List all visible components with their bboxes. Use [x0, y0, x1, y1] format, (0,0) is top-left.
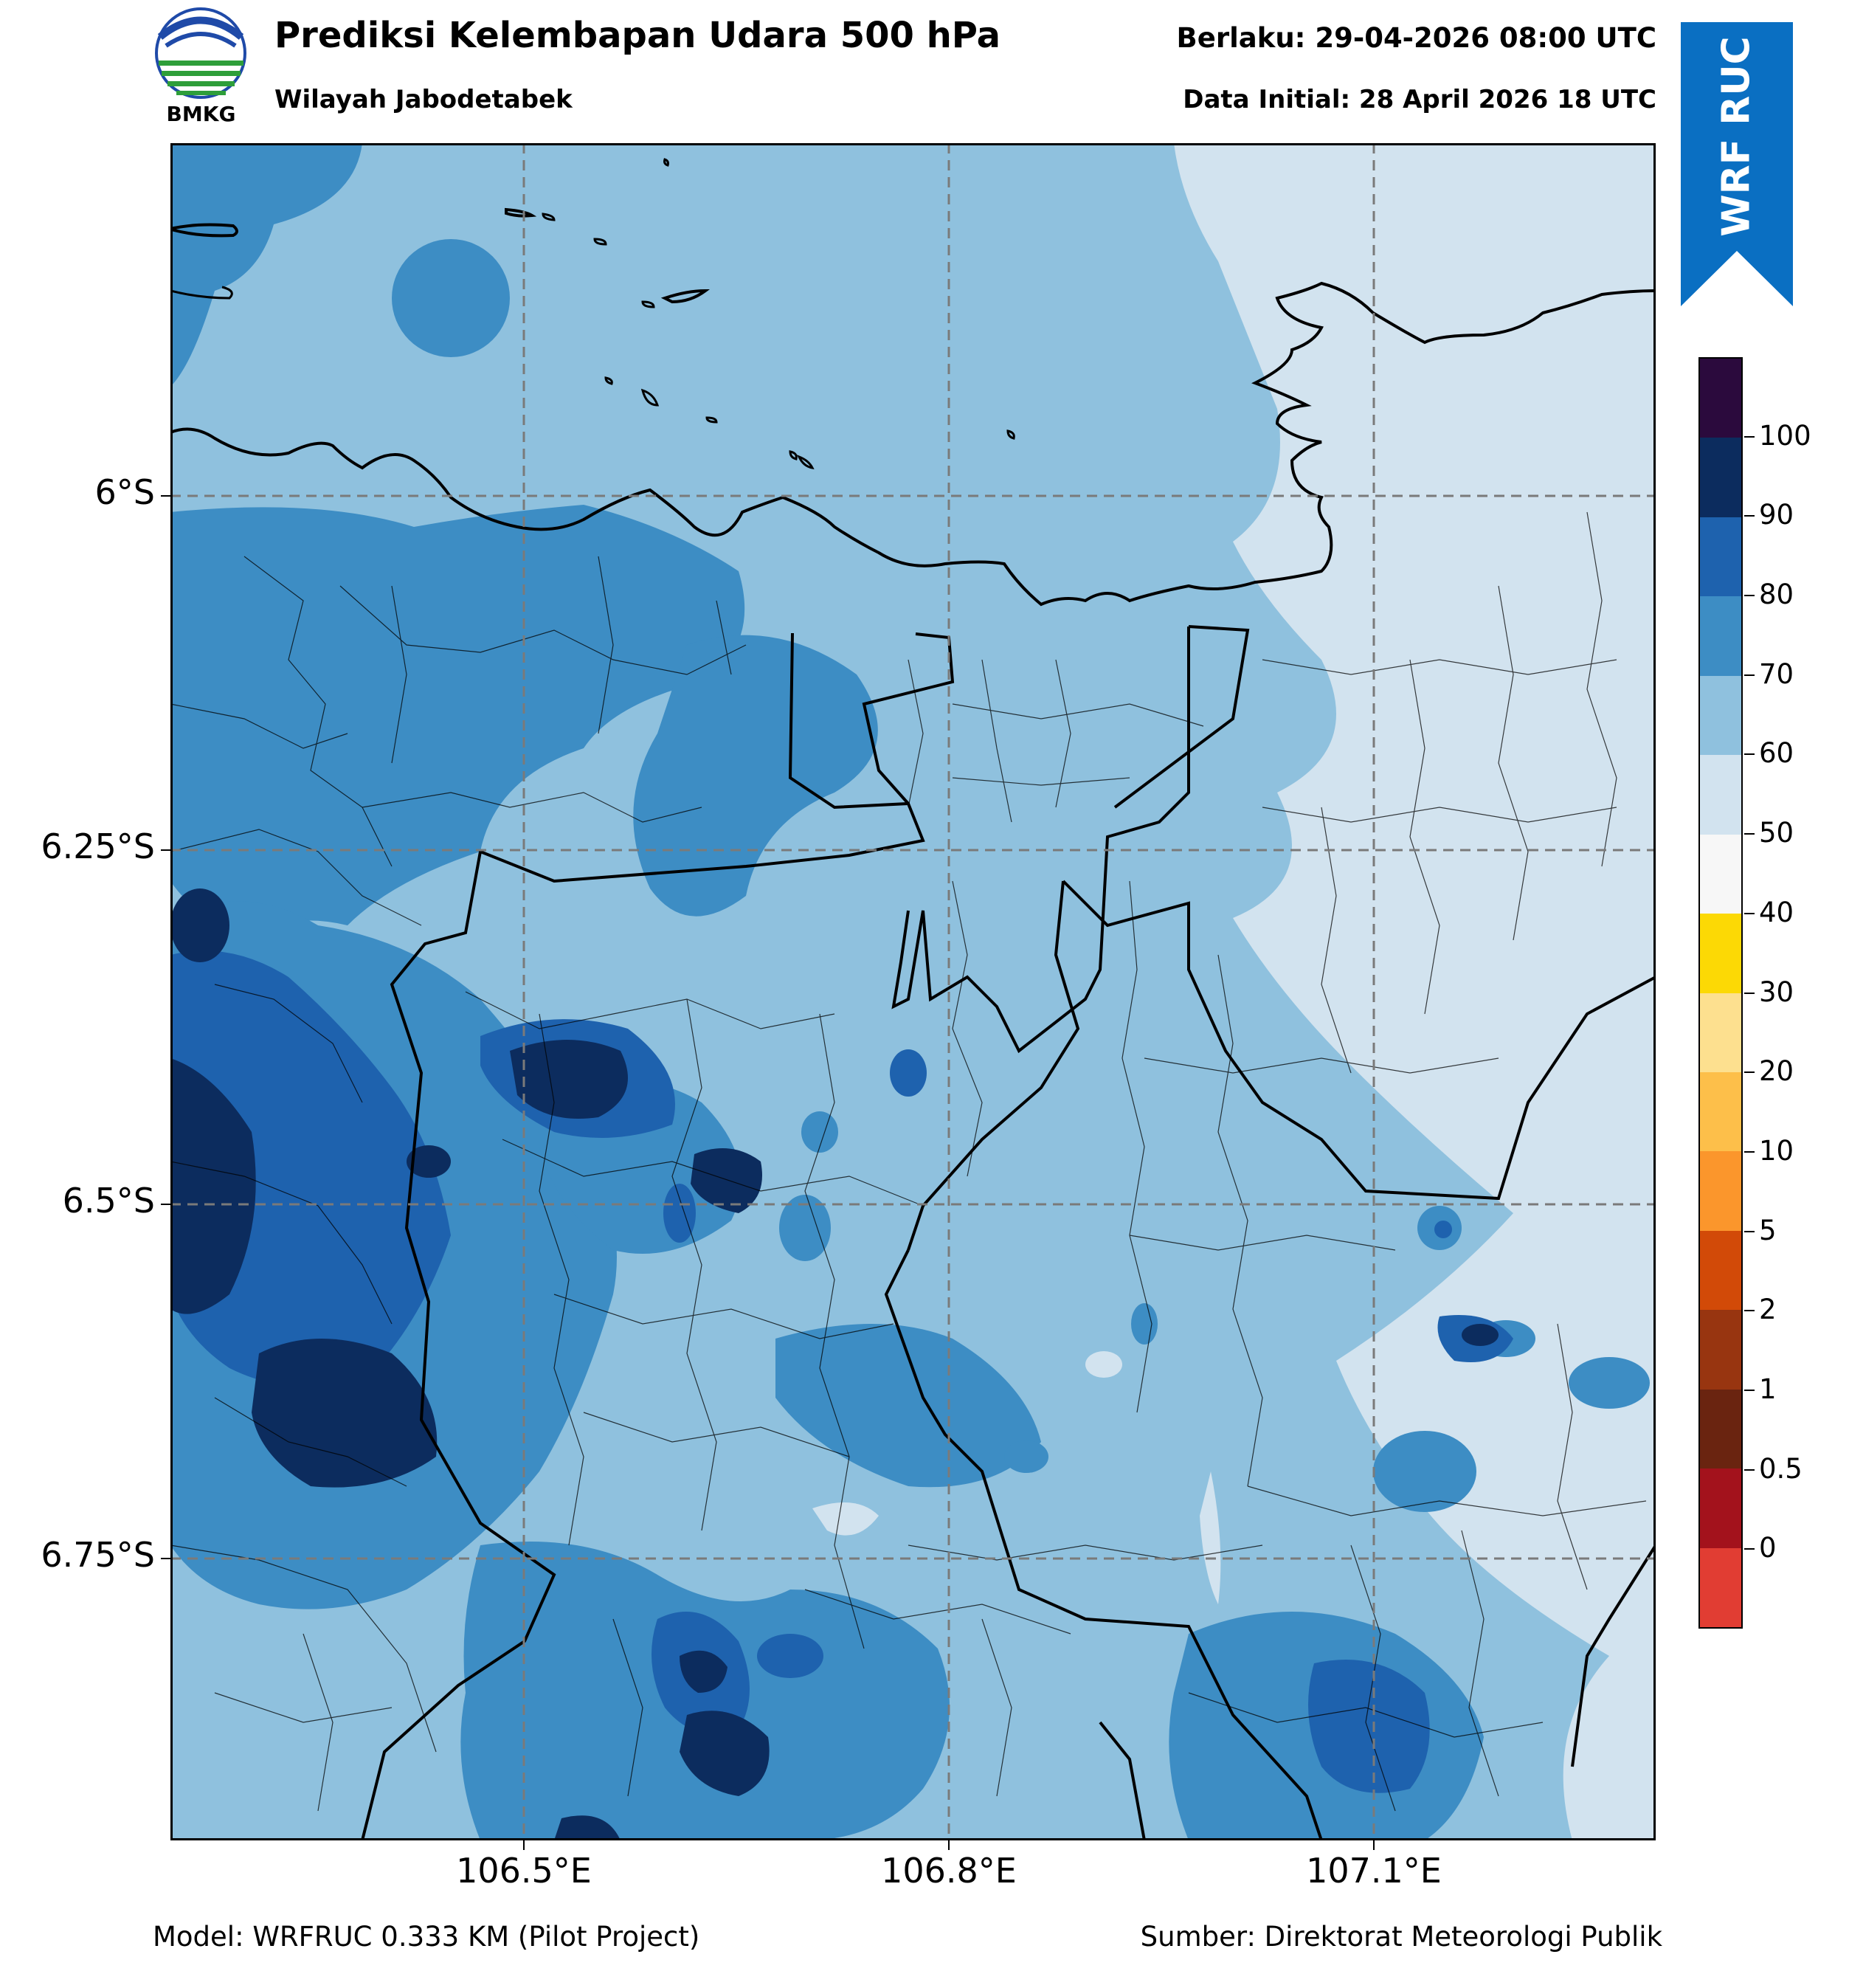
- colorbar-label: 70: [1759, 658, 1794, 690]
- colorbar-label: 80: [1759, 579, 1794, 611]
- lat-label-6s: 6°S: [94, 472, 155, 512]
- colorbar-swatch: [1700, 1468, 1741, 1548]
- colorbar-tick: [1744, 1150, 1755, 1153]
- colorbar-swatch: [1700, 1389, 1741, 1469]
- colorbar-label: 5: [1759, 1214, 1777, 1246]
- colorbar-tick: [1744, 753, 1755, 756]
- colorbar-tick: [1744, 1389, 1755, 1391]
- colorbar-label: 10: [1759, 1134, 1794, 1167]
- colorbar-label: 1: [1759, 1373, 1777, 1405]
- colorbar-tick: [1744, 435, 1755, 438]
- ribbon-badge: WRF RUC: [1681, 22, 1793, 251]
- colorbar-tick: [1744, 1230, 1755, 1232]
- colorbar-tick: [1744, 1548, 1755, 1550]
- colorbar-swatch: [1700, 1151, 1741, 1231]
- ribbon-label: WRF RUC: [1715, 36, 1760, 237]
- colorbar-swatch: [1700, 517, 1741, 597]
- colorbar-swatch: [1700, 834, 1741, 914]
- lat-tick-3: [161, 1558, 170, 1559]
- colorbar-label: 0.5: [1759, 1452, 1803, 1485]
- colorbar-tick: [1744, 515, 1755, 517]
- region-subtitle: Wilayah Jabodetabek: [274, 85, 573, 114]
- lon-tick-1: [948, 1840, 950, 1850]
- colorbar-label: 90: [1759, 499, 1794, 531]
- colorbar-swatch: [1700, 914, 1741, 993]
- lon-label-106-8e: 106.8°E: [881, 1851, 1017, 1891]
- lon-tick-2: [1373, 1840, 1375, 1850]
- colorbar-swatch: [1700, 675, 1741, 756]
- colorbar-label: 30: [1759, 976, 1794, 1008]
- colorbar-tick: [1744, 833, 1755, 835]
- model-footer: Model: WRFRUC 0.333 KM (Pilot Project): [153, 1921, 700, 1953]
- page-title: Prediksi Kelembapan Udara 500 hPa: [274, 15, 1001, 56]
- lat-label-6-5s: 6.5°S: [62, 1181, 155, 1221]
- colorbar-swatch: [1700, 1230, 1741, 1311]
- colorbar-tick: [1744, 674, 1755, 676]
- colorbar-tick: [1744, 912, 1755, 914]
- colorbar-label: 20: [1759, 1055, 1794, 1088]
- bmkg-logo-icon: [155, 7, 246, 99]
- colorbar-swatch: [1700, 1310, 1741, 1390]
- colorbar-tick: [1744, 1071, 1755, 1074]
- lat-tick-1: [161, 849, 170, 851]
- lat-label-6-75s: 6.75°S: [41, 1535, 155, 1575]
- colorbar-swatch: [1700, 1547, 1741, 1627]
- colorbar-swatch: [1700, 993, 1741, 1072]
- lat-label-6-25s: 6.25°S: [41, 826, 155, 866]
- logo-text: BMKG: [166, 102, 236, 126]
- source-footer: Sumber: Direktorat Meteorologi Publik: [1140, 1921, 1662, 1953]
- colorbar: [1698, 357, 1743, 1629]
- ribbon-badge-icon: [1681, 22, 1793, 306]
- colorbar-swatch: [1700, 438, 1741, 517]
- colorbar-swatch: [1700, 1071, 1741, 1152]
- init-time: Data Initial: 28 April 2026 18 UTC: [1183, 85, 1656, 114]
- lon-label-107-1e: 107.1°E: [1306, 1851, 1442, 1891]
- colorbar-tick: [1744, 1310, 1755, 1312]
- colorbar-swatch: [1700, 755, 1741, 835]
- colorbar-label: 2: [1759, 1294, 1777, 1326]
- colorbar-tick: [1744, 992, 1755, 994]
- lon-label-106-5e: 106.5°E: [456, 1851, 592, 1891]
- lat-tick-0: [161, 495, 170, 497]
- colorbar-label: 0: [1759, 1532, 1777, 1564]
- valid-time: Berlaku: 29-04-2026 08:00 UTC: [1176, 22, 1656, 54]
- colorbar-swatch: [1700, 359, 1741, 438]
- colorbar-label: 60: [1759, 737, 1794, 770]
- colorbar-label: 50: [1759, 817, 1794, 849]
- colorbar-label: 40: [1759, 896, 1794, 928]
- colorbar-swatch: [1700, 596, 1741, 676]
- colorbar-tick: [1744, 595, 1755, 597]
- colorbar-tick: [1744, 1468, 1755, 1471]
- lat-tick-2: [161, 1204, 170, 1205]
- humidity-map: [170, 143, 1656, 1840]
- colorbar-label: 100: [1759, 419, 1811, 452]
- lon-tick-0: [523, 1840, 525, 1850]
